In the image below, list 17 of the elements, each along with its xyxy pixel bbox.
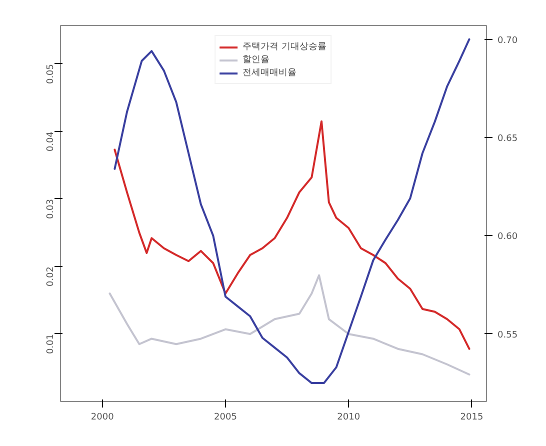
y-tick-label: 0.03 xyxy=(46,198,56,220)
y-tick-label: 0.04 xyxy=(46,131,56,152)
y-tick-label: 0.01 xyxy=(46,334,56,354)
x-tick-label: 2015 xyxy=(460,412,484,422)
x-tick-label: 2010 xyxy=(337,412,360,422)
legend-label: 할인율 xyxy=(242,54,270,66)
y-tick-label: 0.05 xyxy=(46,64,56,84)
y2-tick-label: 0.70 xyxy=(498,36,518,46)
x-tick-label: 2005 xyxy=(214,412,237,422)
y2-tick-label: 0.60 xyxy=(498,232,518,242)
legend-label: 전세매매비율 xyxy=(242,67,297,79)
legend-label: 주택가격 기대상승률 xyxy=(242,41,326,53)
line-series xyxy=(114,38,470,384)
y-tick-label: 0.02 xyxy=(46,266,56,287)
x-tick-label: 2000 xyxy=(90,412,114,422)
y2-tick-label: 0.65 xyxy=(498,134,518,144)
y2-tick-label: 0.55 xyxy=(498,330,518,340)
